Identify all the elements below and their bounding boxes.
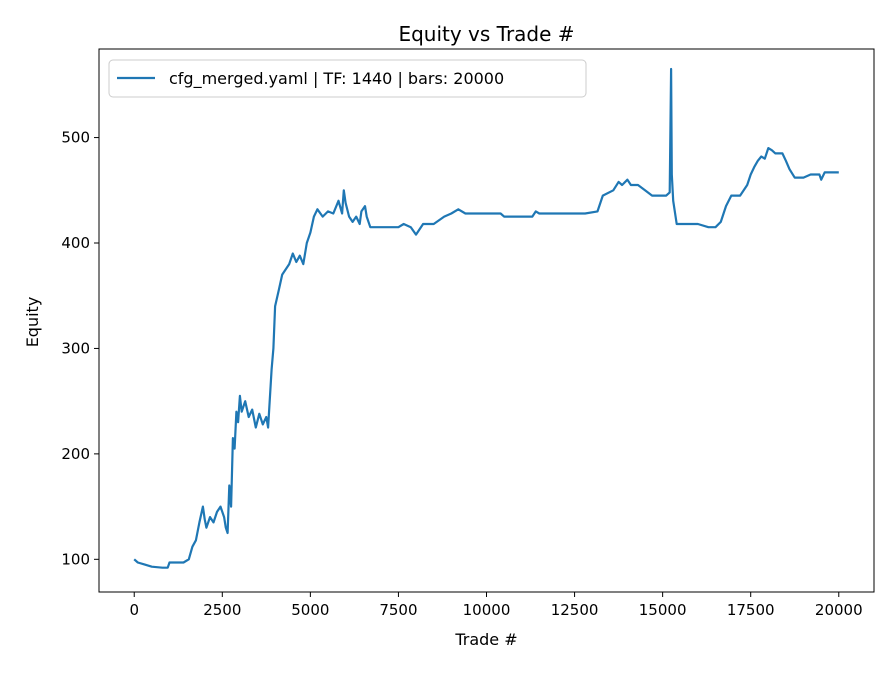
x-tick-label: 5000 (291, 601, 329, 619)
legend-box (108, 59, 587, 98)
legend: cfg_merged.yaml | TF: 1440 | bars: 20000 (108, 59, 587, 98)
y-tick-label: 100 (61, 550, 90, 568)
x-tick-label: 12500 (551, 601, 599, 619)
x-tick-label: 0 (129, 601, 139, 619)
x-tick-label: 15000 (639, 601, 687, 619)
x-axis-label: Trade # (454, 630, 517, 649)
chart-title: Equity vs Trade # (398, 22, 574, 46)
legend-label: cfg_merged.yaml | TF: 1440 | bars: 20000 (169, 69, 504, 89)
axes: 0 2500 5000 7500 10000 12500 15000 17500 20000 10… (61, 48, 875, 619)
y-axis-label: Equity (23, 297, 42, 348)
y-tick-label: 400 (61, 234, 90, 252)
plot-area (133, 67, 839, 569)
x-tick-label: 10000 (463, 601, 511, 619)
x-tick-label: 20000 (815, 601, 863, 619)
x-tick-label: 2500 (203, 601, 241, 619)
y-tick-label: 500 (61, 129, 90, 147)
series-line-0 (133, 67, 839, 569)
y-tick-label: 300 (61, 339, 90, 357)
x-tick-label: 17500 (727, 601, 775, 619)
y-tick-label: 200 (61, 445, 90, 463)
x-tick-label: 7500 (379, 601, 417, 619)
